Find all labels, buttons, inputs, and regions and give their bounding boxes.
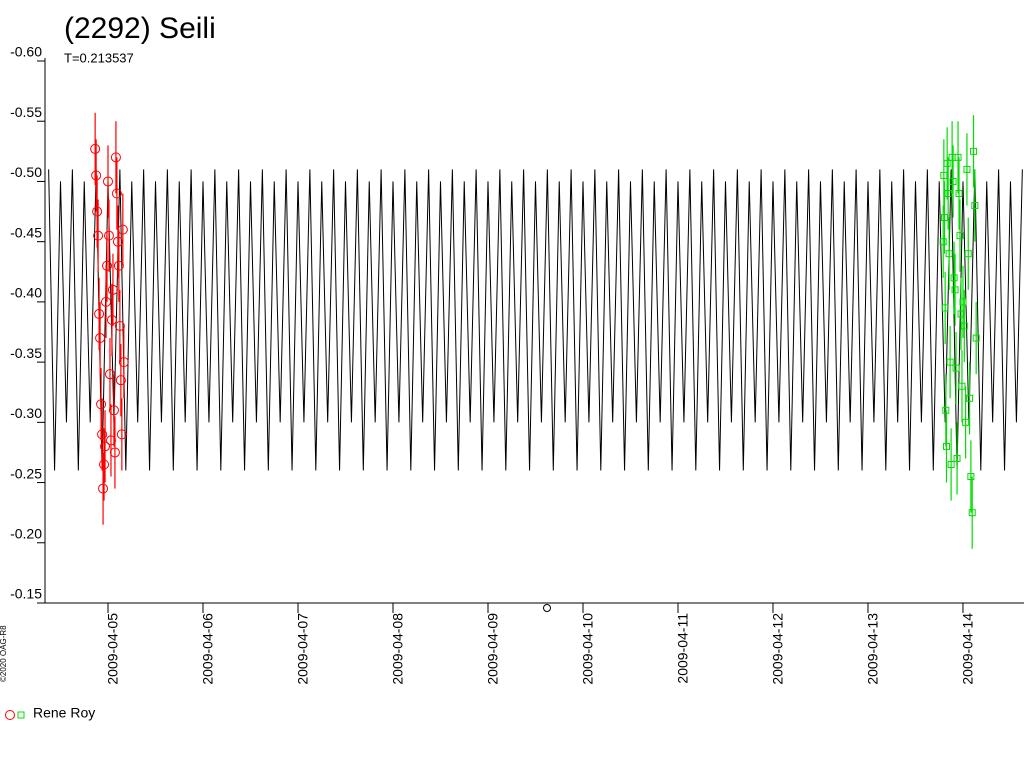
data-point	[92, 206, 103, 217]
data-point	[956, 232, 964, 240]
y-tick-label: -0.30	[10, 405, 42, 421]
data-point	[952, 364, 960, 372]
data-point	[972, 334, 980, 342]
data-point	[963, 165, 971, 173]
y-tick-label: -0.15	[10, 586, 42, 602]
data-point	[115, 375, 126, 386]
data-point	[117, 224, 128, 235]
data-point	[947, 460, 955, 468]
data-point	[96, 399, 107, 410]
data-point	[103, 230, 114, 241]
data-point	[98, 483, 109, 494]
data-point	[944, 189, 952, 197]
x-tick-label: 2009-04-06	[200, 613, 216, 685]
data-point	[951, 286, 959, 294]
y-tick-label: -0.60	[10, 44, 42, 60]
data-point	[116, 429, 127, 440]
x-tick-label: 2009-04-05	[105, 613, 121, 685]
data-point	[968, 509, 976, 517]
y-tick-label: -0.45	[10, 224, 42, 240]
data-point	[100, 441, 111, 452]
x-tick-label: 2009-04-07	[295, 613, 311, 685]
x-tick-label: 2009-04-10	[580, 613, 596, 685]
data-point	[941, 214, 949, 222]
data-point	[97, 429, 108, 440]
data-point	[970, 147, 978, 155]
data-point	[942, 442, 950, 450]
data-point	[946, 358, 954, 366]
x-tick-label: 2009-04-09	[485, 613, 501, 685]
data-point	[109, 447, 120, 458]
data-point	[118, 357, 129, 368]
legend-label: Rene Roy	[33, 705, 95, 721]
data-point	[108, 405, 119, 416]
data-point	[941, 304, 949, 312]
legend-marker	[5, 710, 15, 720]
data-point	[955, 189, 963, 197]
chart-subtitle: T=0.213537	[64, 50, 134, 65]
x-tick-label: 2009-04-13	[865, 613, 881, 685]
data-point	[949, 177, 957, 185]
y-tick-label: -0.55	[10, 104, 42, 120]
data-point	[950, 274, 958, 282]
data-point	[111, 188, 122, 199]
x-tick-label: 2009-04-14	[960, 613, 976, 685]
data-point	[106, 314, 117, 325]
data-point	[101, 296, 112, 307]
data-point	[964, 250, 972, 258]
data-point	[962, 418, 970, 426]
data-point	[959, 298, 967, 306]
y-tick-label: -0.25	[10, 465, 42, 481]
model-curve	[48, 169, 1023, 471]
data-point	[110, 152, 121, 163]
x-tick-label: 2009-04-08	[390, 613, 406, 685]
data-point	[93, 230, 104, 241]
data-point	[958, 382, 966, 390]
y-tick-label: -0.40	[10, 285, 42, 301]
data-point	[967, 473, 975, 481]
data-point	[960, 322, 968, 330]
data-point	[94, 308, 105, 319]
data-point	[953, 454, 961, 462]
copyright: ©2020 OAG-R8	[0, 625, 8, 682]
y-tick-label: -0.20	[10, 525, 42, 541]
data-point	[971, 202, 979, 210]
epoch-marker	[543, 604, 551, 612]
data-point	[107, 284, 118, 295]
data-point	[945, 250, 953, 258]
data-point	[942, 406, 950, 414]
data-point	[943, 159, 951, 167]
data-point	[95, 333, 106, 344]
data-point	[954, 153, 962, 161]
y-tick-label: -0.35	[10, 345, 42, 361]
x-tick-label: 2009-04-12	[770, 613, 786, 685]
data-point	[90, 143, 101, 154]
data-point	[99, 459, 110, 470]
data-point	[939, 238, 947, 246]
data-point	[103, 176, 114, 187]
chart-title: (2292) Seili	[64, 12, 216, 45]
y-tick-label: -0.50	[10, 164, 42, 180]
x-tick-label: 2009-04-11	[675, 613, 691, 684]
data-point	[102, 260, 113, 271]
data-point	[91, 170, 102, 181]
data-point	[966, 394, 974, 402]
legend-marker	[17, 711, 25, 719]
